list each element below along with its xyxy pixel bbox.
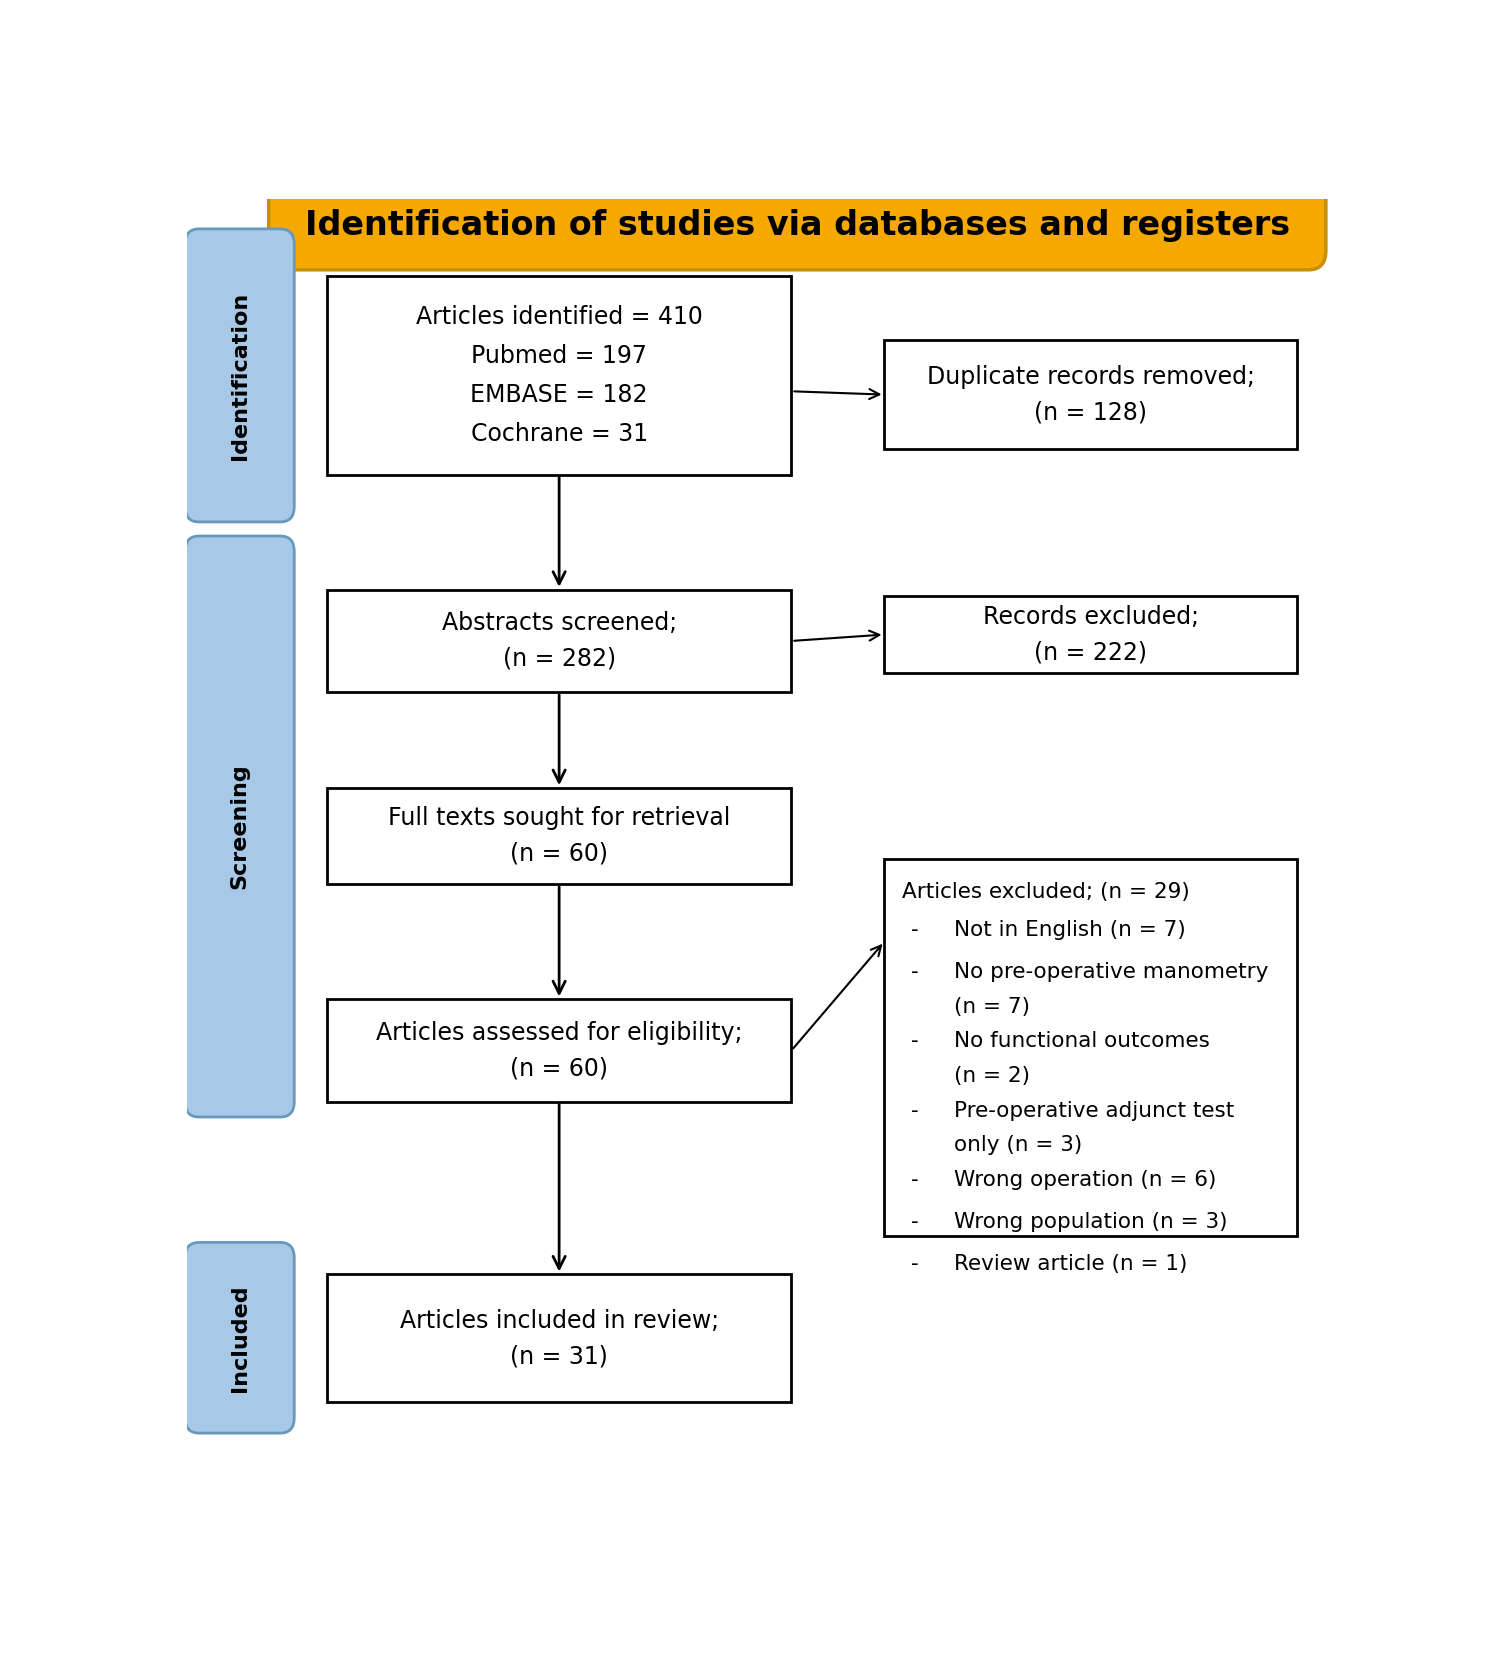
FancyBboxPatch shape [327,999,791,1102]
FancyBboxPatch shape [327,276,791,475]
Text: Pre-operative adjunct test: Pre-operative adjunct test [955,1100,1234,1120]
FancyBboxPatch shape [884,597,1297,673]
FancyBboxPatch shape [884,859,1297,1237]
Text: Not in English (n = 7): Not in English (n = 7) [955,921,1186,941]
Text: Articles excluded; (n = 29): Articles excluded; (n = 29) [902,881,1190,901]
FancyBboxPatch shape [884,341,1297,449]
Text: Wrong operation (n = 6): Wrong operation (n = 6) [955,1170,1217,1190]
FancyBboxPatch shape [327,1275,791,1403]
Text: -: - [911,1032,919,1052]
Text: -: - [911,1100,919,1120]
Text: -: - [911,1255,919,1275]
Text: Full texts sought for retrieval
(n = 60): Full texts sought for retrieval (n = 60) [388,806,730,866]
Text: Duplicate records removed;
(n = 128): Duplicate records removed; (n = 128) [926,366,1255,424]
Text: (n = 2): (n = 2) [955,1065,1030,1085]
FancyBboxPatch shape [184,537,294,1117]
FancyBboxPatch shape [184,1243,294,1433]
Text: only (n = 3): only (n = 3) [955,1135,1082,1155]
Text: No pre-operative manometry: No pre-operative manometry [955,962,1268,982]
Text: Abstracts screened;
(n = 282): Abstracts screened; (n = 282) [442,612,676,671]
Text: Screening: Screening [229,763,250,889]
Text: Identification of studies via databases and registers: Identification of studies via databases … [304,208,1289,241]
Text: -: - [911,921,919,941]
FancyBboxPatch shape [268,179,1325,269]
Text: Articles included in review;
(n = 31): Articles included in review; (n = 31) [400,1308,718,1368]
Text: Wrong population (n = 3): Wrong population (n = 3) [955,1212,1228,1232]
FancyBboxPatch shape [327,590,791,691]
Text: Identification: Identification [229,291,250,459]
FancyBboxPatch shape [327,788,791,884]
Text: -: - [911,1170,919,1190]
Text: -: - [911,1212,919,1232]
Text: (n = 7): (n = 7) [955,997,1030,1017]
Text: No functional outcomes: No functional outcomes [955,1032,1210,1052]
Text: Articles identified = 410
Pubmed = 197
EMBASE = 182
Cochrane = 31: Articles identified = 410 Pubmed = 197 E… [415,304,703,445]
Text: Included: Included [229,1285,250,1391]
Text: Review article (n = 1): Review article (n = 1) [955,1255,1187,1275]
Text: -: - [911,962,919,982]
Text: Articles assessed for eligibility;
(n = 60): Articles assessed for eligibility; (n = … [376,1020,742,1080]
FancyBboxPatch shape [184,229,294,522]
Text: Records excluded;
(n = 222): Records excluded; (n = 222) [983,605,1199,665]
